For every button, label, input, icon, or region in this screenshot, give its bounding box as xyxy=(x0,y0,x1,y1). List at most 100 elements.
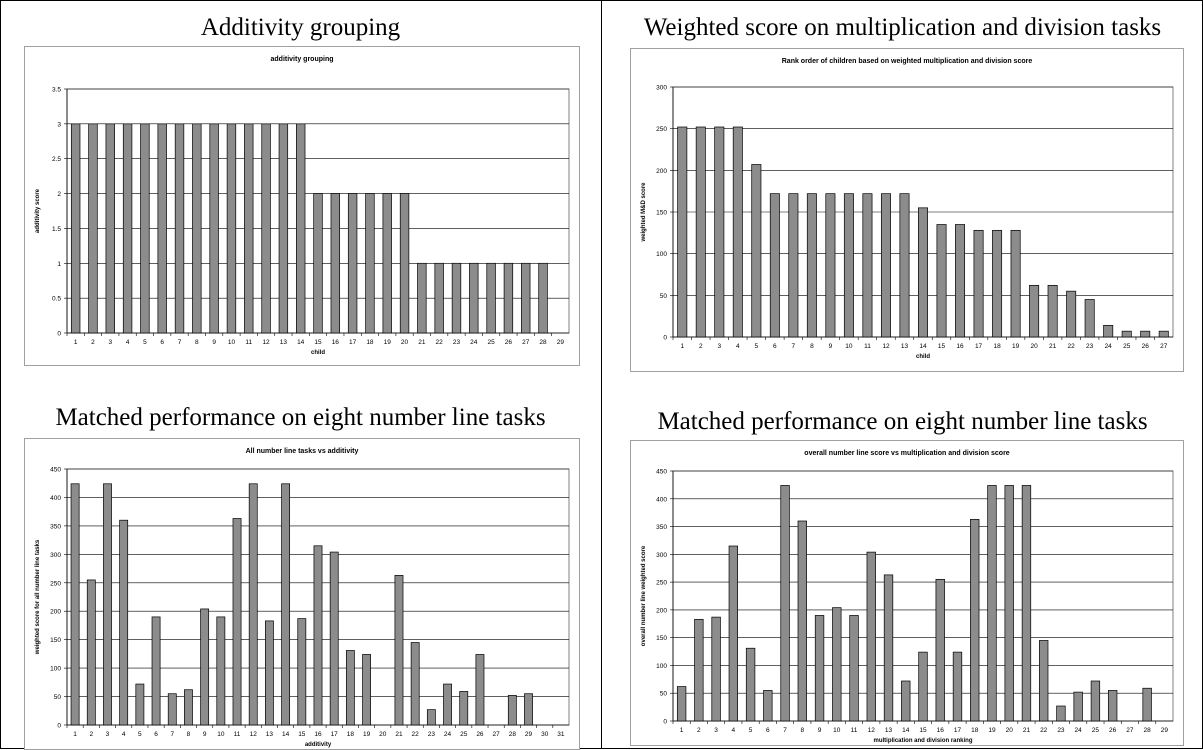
bar xyxy=(119,519,129,726)
x-axis-label: child xyxy=(916,354,930,360)
bar xyxy=(105,123,115,334)
bar xyxy=(1029,284,1040,338)
bar xyxy=(714,126,725,338)
bar xyxy=(297,618,307,726)
y-axis-label: overall number line weighted score xyxy=(641,545,647,646)
bar xyxy=(1084,299,1095,338)
bar xyxy=(843,193,854,338)
bar xyxy=(410,642,420,726)
y-tick-label: 300 xyxy=(50,552,61,559)
x-tick-label: 12 xyxy=(262,339,270,346)
x-tick-label: 29 xyxy=(1161,727,1169,734)
x-tick-label: 13 xyxy=(266,731,274,738)
x-axis-label: additivity xyxy=(305,742,332,748)
y-tick-label: 0 xyxy=(57,331,61,338)
x-axis-label: multiplication and division ranking xyxy=(873,738,972,744)
x-tick-label: 8 xyxy=(800,727,804,734)
x-tick-label: 5 xyxy=(749,727,753,734)
x-tick-label: 19 xyxy=(988,727,996,734)
x-tick-label: 27 xyxy=(1126,727,1134,734)
x-tick-label: 15 xyxy=(938,343,946,350)
x-tick-label: 3 xyxy=(106,731,110,738)
x-tick-label: 11 xyxy=(851,727,858,734)
x-tick-label: 18 xyxy=(971,727,979,734)
bar xyxy=(382,193,392,334)
x-tick-label: 24 xyxy=(444,731,452,738)
bar xyxy=(1039,640,1049,722)
y-tick-label: 3 xyxy=(57,121,61,128)
x-tick-label: 21 xyxy=(395,731,403,738)
x-tick-label: 15 xyxy=(314,339,322,346)
x-tick-label: 19 xyxy=(363,731,371,738)
bar xyxy=(209,123,219,334)
x-tick-label: 11 xyxy=(245,339,252,346)
bar xyxy=(70,483,80,726)
bar xyxy=(862,193,873,338)
x-tick-label: 4 xyxy=(126,339,130,346)
bar xyxy=(265,620,274,726)
chart-title: additivity grouping xyxy=(271,56,334,63)
panel-weighted-md-score: Weighted score on multiplication and div… xyxy=(602,0,1203,390)
bar xyxy=(232,518,242,726)
x-tick-label: 28 xyxy=(539,339,547,346)
x-tick-label: 12 xyxy=(868,727,876,734)
panel-number-line-vs-md: Matched performance on eight number line… xyxy=(602,390,1203,749)
bar xyxy=(825,193,836,338)
x-tick-label: 7 xyxy=(783,727,787,734)
bar xyxy=(226,123,237,334)
bar xyxy=(365,193,375,334)
y-tick-label: 2 xyxy=(57,191,61,198)
x-tick-label: 21 xyxy=(1049,343,1057,350)
x-tick-label: 23 xyxy=(1057,727,1065,734)
x-tick-label: 28 xyxy=(509,731,517,738)
bar xyxy=(261,123,271,334)
bar xyxy=(918,651,928,722)
x-tick-label: 18 xyxy=(366,339,374,346)
x-tick-label: 7 xyxy=(170,731,174,738)
bar xyxy=(987,485,997,722)
x-tick-label: 14 xyxy=(919,343,927,350)
x-tick-label: 1 xyxy=(680,727,684,734)
x-tick-label: 5 xyxy=(138,731,142,738)
bar xyxy=(677,126,688,338)
bar xyxy=(192,123,202,334)
bar xyxy=(70,123,81,334)
y-tick-label: 50 xyxy=(660,293,668,300)
bar xyxy=(122,123,133,334)
x-tick-label: 12 xyxy=(250,731,258,738)
x-tick-label: 5 xyxy=(143,339,147,346)
y-axis-label: additivity score xyxy=(35,188,41,233)
panel-heading: Matched performance on eight number line… xyxy=(55,404,546,431)
x-tick-label: 16 xyxy=(956,343,964,350)
bar xyxy=(248,483,258,726)
bar xyxy=(469,262,479,334)
x-tick-label: 3 xyxy=(714,727,718,734)
x-tick-label: 1 xyxy=(74,339,78,346)
chart-title: Rank order of children based on weighted… xyxy=(782,58,1033,65)
x-tick-label: 13 xyxy=(901,343,909,350)
bar xyxy=(797,520,807,722)
bar xyxy=(1004,485,1014,722)
panel-number-line-vs-additivity: Matched performance on eight number line… xyxy=(0,390,601,750)
bar xyxy=(901,680,911,722)
x-tick-label: 11 xyxy=(864,343,871,350)
bar xyxy=(538,262,548,334)
bar xyxy=(313,545,323,726)
x-tick-label: 1 xyxy=(73,731,77,738)
bar xyxy=(728,545,739,722)
bar xyxy=(86,579,96,726)
x-tick-label: 25 xyxy=(1123,343,1131,350)
y-tick-label: 200 xyxy=(656,607,667,614)
bar xyxy=(751,164,762,338)
y-tick-label: 200 xyxy=(656,168,667,175)
bar xyxy=(1121,330,1132,338)
x-tick-label: 19 xyxy=(384,339,392,346)
x-tick-label: 24 xyxy=(470,339,478,346)
y-axis-label: weighted M&D score xyxy=(641,182,647,243)
chart-container: overall number line score vs multiplicat… xyxy=(630,440,1184,746)
y-tick-label: 400 xyxy=(50,495,61,502)
bar xyxy=(788,193,799,338)
x-tick-label: 7 xyxy=(178,339,182,346)
x-tick-label: 11 xyxy=(234,731,241,738)
panel-additivity-grouping: Additivity grouping additivity grouping 0… xyxy=(0,0,601,390)
